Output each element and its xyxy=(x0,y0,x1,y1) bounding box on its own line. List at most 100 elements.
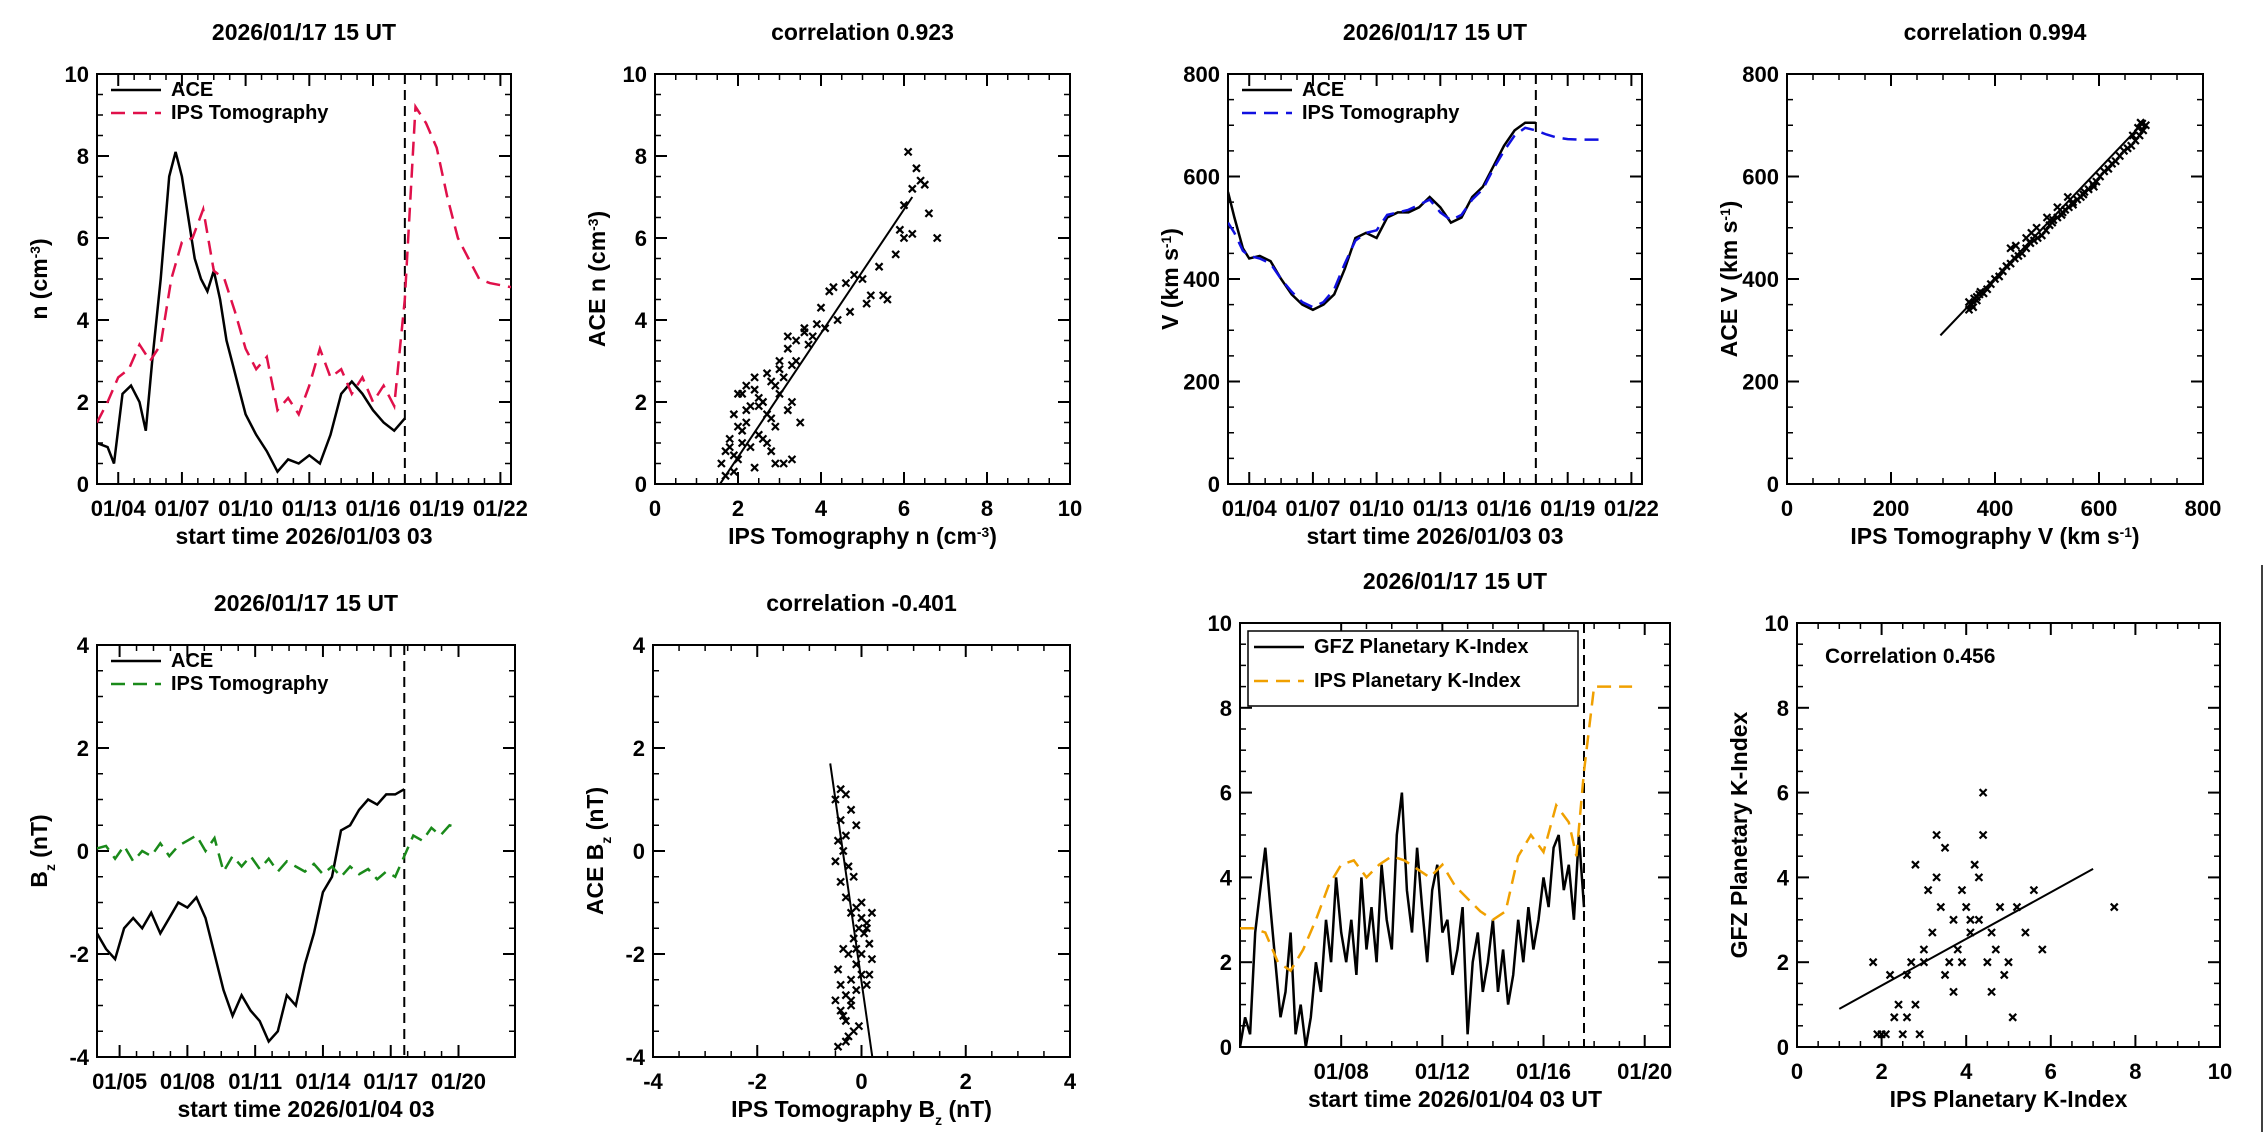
x-tick-label: 01/17 xyxy=(363,1069,418,1094)
data-point xyxy=(762,369,772,378)
plot-frame xyxy=(1227,73,1643,485)
legend-label: IPS Tomography xyxy=(171,102,329,124)
data-point xyxy=(1949,987,1958,997)
y-tick-label: 0 xyxy=(1767,472,1779,497)
data-point xyxy=(1940,843,1950,852)
x-axis-label: start time 2026/01/04 03 xyxy=(177,1096,434,1122)
x-tick-label: 400 xyxy=(1977,496,2014,521)
y-tick-label: 600 xyxy=(1742,165,1779,190)
y-axis-label-part: ACE n (cm xyxy=(584,231,610,347)
y-tick-label: 10 xyxy=(65,62,89,87)
data-point xyxy=(717,459,726,468)
y-tick-label: 400 xyxy=(1183,267,1220,292)
data-point xyxy=(2047,218,2057,227)
data-layer xyxy=(97,645,459,1057)
data-point xyxy=(899,233,909,243)
y-axis-label: ACE n (cm-3) xyxy=(584,211,610,347)
x-tick-label: 01/10 xyxy=(218,496,273,521)
x-tick-label: 01/16 xyxy=(345,496,400,521)
data-point xyxy=(857,970,866,979)
data-point xyxy=(816,303,826,312)
x-tick-label: -2 xyxy=(747,1069,767,1094)
x-tick-label: 8 xyxy=(2129,1059,2141,1084)
data-point xyxy=(771,381,780,390)
series-line-0 xyxy=(1228,121,1536,312)
y-axis-label-part: GFZ Planetary K-Index xyxy=(1726,711,1752,958)
data-point xyxy=(791,336,801,345)
data-point xyxy=(865,939,874,948)
x-axis-label: start time 2026/01/04 03 UT xyxy=(1308,1086,1602,1112)
data-point xyxy=(775,389,784,399)
x-axis-label-part: ) xyxy=(2132,523,2140,549)
data-point xyxy=(783,344,793,353)
data-point xyxy=(1978,830,1988,840)
y-tick-label: 8 xyxy=(1777,696,1789,721)
x-tick-label: 01/08 xyxy=(1314,1059,1369,1084)
data-point xyxy=(862,923,871,933)
x-tick-label: 01/07 xyxy=(1285,496,1340,521)
data-point xyxy=(2068,200,2078,209)
y-tick-label: 600 xyxy=(1183,165,1220,190)
y-tick-label: 6 xyxy=(1220,781,1232,806)
data-point xyxy=(857,898,866,907)
data-point xyxy=(852,820,861,830)
data-point xyxy=(854,923,864,933)
y-axis-label: n (cm-3) xyxy=(26,238,52,319)
y-axis-label-part: ) xyxy=(26,238,52,246)
x-axis-label-part: IPS Tomography B xyxy=(731,1096,935,1122)
regression-line xyxy=(829,763,874,1057)
data-point xyxy=(829,282,838,292)
data-point xyxy=(845,307,855,317)
data-point xyxy=(838,846,848,856)
data-point xyxy=(750,463,759,472)
data-point xyxy=(1974,873,1984,882)
y-axis-label-part: ) xyxy=(584,211,610,219)
data-point xyxy=(2021,928,2030,937)
data-point xyxy=(2063,192,2073,202)
data-layer xyxy=(1228,74,1600,484)
data-point xyxy=(831,857,840,866)
panel-p1: 01/04 01/07 01/10 01/13 01/16 01/19 01/22 0 2 4 6 8… xyxy=(26,19,528,549)
chart-title: 2026/01/17 15 UT xyxy=(214,590,398,616)
y-tick-label: 200 xyxy=(1742,370,1779,395)
data-point xyxy=(2002,261,2011,271)
x-tick-label: 600 xyxy=(2081,496,2118,521)
data-point xyxy=(2141,120,2151,130)
data-point xyxy=(754,401,764,411)
data-point xyxy=(1964,305,1974,315)
data-layer xyxy=(1838,788,2119,1039)
data-point xyxy=(838,944,848,954)
data-point xyxy=(862,980,871,990)
data-point xyxy=(1966,928,1975,937)
data-point xyxy=(737,438,747,448)
chart-title: 2026/01/17 15 UT xyxy=(212,19,396,45)
y-tick-label: 200 xyxy=(1183,370,1220,395)
data-point xyxy=(746,442,755,452)
x-axis-label-part: ) xyxy=(989,523,997,549)
data-point xyxy=(1915,1030,1924,1039)
y-tick-label: 4 xyxy=(77,633,90,658)
data-point xyxy=(1995,902,2005,912)
legend-label: IPS Tomography xyxy=(1302,102,1460,124)
data-point xyxy=(2109,902,2119,912)
series-line-1 xyxy=(97,823,459,882)
y-tick-label: 4 xyxy=(633,633,646,658)
data-point xyxy=(846,996,856,1005)
x-tick-label: 200 xyxy=(1873,496,1910,521)
data-point xyxy=(862,299,871,308)
data-point xyxy=(1881,1030,1891,1039)
data-point xyxy=(912,164,921,173)
x-axis-label-part: -1 xyxy=(2120,525,2133,540)
y-axis-label-part: B xyxy=(26,871,52,888)
y-axis-label-part: n (cm xyxy=(26,258,52,319)
x-tick-label: 4 xyxy=(1960,1059,1973,1084)
x-tick-label: 0 xyxy=(1791,1059,1803,1084)
data-point xyxy=(846,975,856,985)
data-layer xyxy=(829,763,877,1057)
data-point xyxy=(1894,1000,1903,1009)
x-tick-label: 6 xyxy=(2045,1059,2057,1084)
data-point xyxy=(2004,957,2013,967)
series-line-0 xyxy=(97,151,406,474)
y-tick-label: 800 xyxy=(1183,62,1220,87)
data-point xyxy=(833,836,843,845)
